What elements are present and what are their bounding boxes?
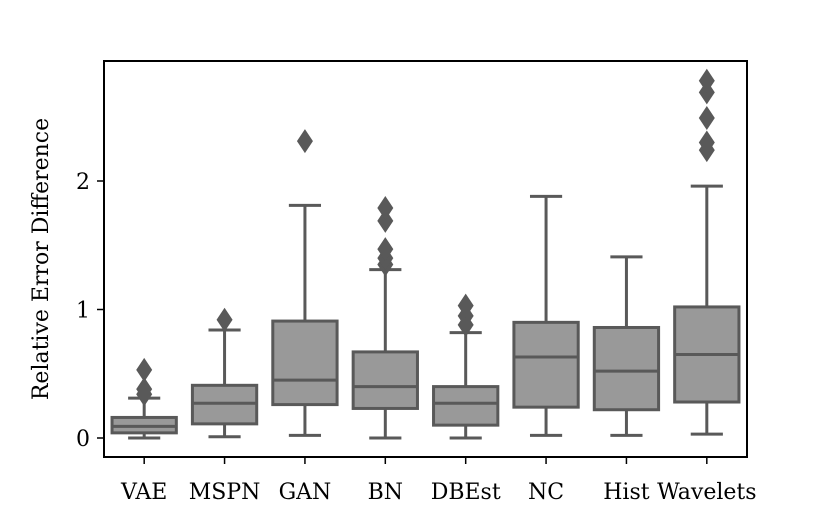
iqr-box bbox=[592, 325, 661, 412]
x-tick-label: NC bbox=[528, 480, 564, 505]
outlier-point bbox=[698, 68, 715, 93]
x-tick-label: MSPN bbox=[189, 480, 261, 505]
box-group-vae bbox=[110, 357, 178, 440]
outlier-point bbox=[136, 377, 153, 402]
box-plot-marks bbox=[110, 68, 741, 440]
y-axis-label: Relative Error Difference bbox=[29, 118, 54, 400]
plot-frame bbox=[103, 60, 748, 458]
iqr-box bbox=[271, 319, 339, 407]
outlier-point bbox=[698, 106, 715, 131]
box-group-wavelets bbox=[673, 68, 741, 436]
x-tick-label: Wavelets bbox=[657, 480, 756, 505]
x-tick-label: GAN bbox=[279, 480, 332, 505]
y-axis: 0 1 2 bbox=[76, 170, 104, 452]
outlier-point bbox=[698, 130, 715, 155]
box-group-mspn bbox=[190, 307, 259, 439]
x-tick-label: BN bbox=[368, 480, 403, 505]
outlier-point bbox=[457, 293, 474, 318]
box-group-dbest bbox=[432, 293, 500, 440]
x-axis: VAE MSPN GAN BN DBEst NC Hist Wavelets bbox=[120, 457, 757, 505]
iqr-box bbox=[351, 350, 419, 410]
y-tick-label: 2 bbox=[76, 170, 90, 195]
x-tick-label: DBEst bbox=[431, 480, 501, 505]
outlier-point bbox=[377, 237, 394, 262]
iqr-box bbox=[512, 320, 580, 409]
box-group-bn bbox=[351, 195, 419, 440]
outlier-point bbox=[296, 129, 313, 154]
outlier-point bbox=[216, 307, 233, 332]
iqr-box bbox=[432, 385, 500, 427]
y-tick-label: 1 bbox=[76, 299, 90, 324]
box-group-gan bbox=[271, 129, 339, 437]
outlier-point bbox=[377, 208, 394, 233]
outlier-point bbox=[377, 195, 394, 220]
y-tick-label: 0 bbox=[76, 427, 90, 452]
box-group-nc bbox=[512, 194, 580, 437]
x-tick-label: VAE bbox=[120, 480, 167, 505]
x-tick-label: Hist bbox=[603, 480, 650, 505]
outlier-point bbox=[136, 357, 153, 382]
box-group-hist bbox=[592, 255, 661, 437]
